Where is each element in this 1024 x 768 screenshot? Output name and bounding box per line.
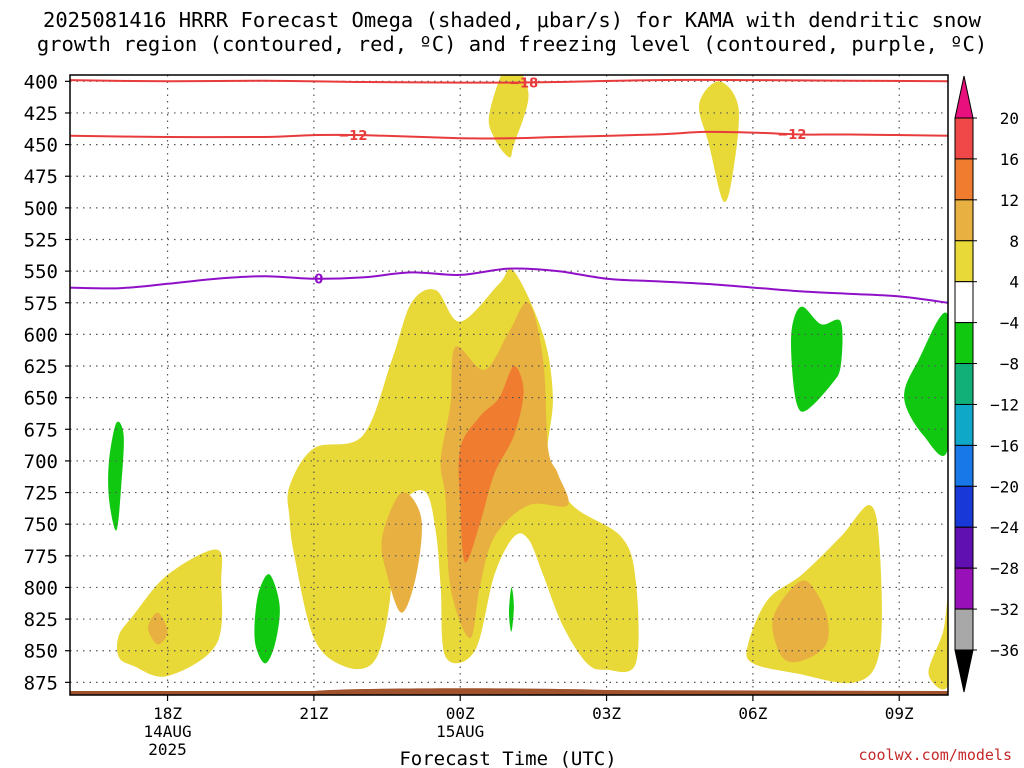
chart-title-line-2: growth region (contoured, red, ºC) and f… — [36, 32, 988, 56]
colorbar-swatch — [954, 526, 974, 569]
y-tick-label: 625 — [24, 356, 58, 378]
colorbar-swatch — [954, 444, 974, 487]
contour-line-2 — [70, 267, 948, 304]
colorbar-label: 8 — [1009, 232, 1019, 251]
x-tick-label: 06Z — [738, 704, 767, 723]
terrain-strip — [70, 688, 948, 695]
y-tick-label: 425 — [24, 103, 58, 125]
y-tick-label: 600 — [24, 324, 58, 346]
x-tick-label: 03Z — [592, 704, 621, 723]
omega-region-neg4-3 — [790, 306, 843, 412]
colorbar-label: −32 — [990, 600, 1019, 619]
colorbar-swatch — [954, 117, 974, 160]
contour-label: 0 — [314, 273, 323, 288]
y-tick-label: 700 — [24, 451, 58, 473]
omega-region-8-9 — [772, 580, 829, 663]
omega-region-8-8 — [148, 612, 168, 645]
y-tick-label: 550 — [24, 261, 58, 283]
x-tick-label: 18Z — [153, 704, 182, 723]
contour-label: −18 — [509, 76, 538, 91]
omega-region-neg4-0 — [108, 421, 124, 531]
contour-line-1 — [70, 130, 948, 140]
contour-label: −12 — [338, 129, 367, 144]
y-axis-labels: 400 425 450 475 500 525 550 575 600 625 650 675 700 7… — [24, 71, 70, 694]
omega-region-12-10 — [458, 365, 524, 563]
y-tick-label: 450 — [24, 135, 58, 157]
x-tick-label: 09Z — [885, 704, 914, 723]
colorbar-bottom-arrow — [954, 649, 974, 693]
colorbar-label: 12 — [1000, 191, 1019, 210]
colorbar-swatch — [954, 485, 974, 528]
omega-region-4-3 — [698, 81, 739, 203]
y-tick-label: 725 — [24, 483, 58, 505]
omega-region-4-5 — [928, 598, 948, 690]
x-tick-sublabel: 15AUG — [436, 722, 484, 741]
colorbar-swatch — [954, 403, 974, 446]
terrain-fill — [70, 688, 948, 695]
y-tick-label: 800 — [24, 577, 58, 599]
colorbar-swatch — [954, 199, 974, 242]
contour-lines: −18 −12 −12 0 — [70, 76, 948, 304]
colorbar-label: −24 — [990, 518, 1019, 537]
colorbar-swatch — [954, 608, 974, 651]
y-tick-label: 775 — [24, 546, 58, 568]
colorbar-label: −4 — [1000, 314, 1019, 333]
omega-region-neg4-1 — [254, 574, 280, 664]
omega-region-8-7 — [440, 302, 569, 639]
y-tick-label: 850 — [24, 641, 58, 663]
colorbar-label: −12 — [990, 395, 1019, 414]
colorbar-label: −16 — [990, 436, 1019, 455]
omega-shading — [108, 75, 948, 690]
colorbar-label: −28 — [990, 559, 1019, 578]
y-tick-label: 875 — [24, 672, 58, 694]
colorbar-swatch — [954, 281, 974, 324]
colorbar-swatch — [954, 240, 974, 283]
chart-title: 2025081416 HRRR Forecast Omega (shaded, … — [0, 8, 1024, 56]
omega-region-neg4-2 — [509, 587, 514, 632]
y-tick-label: 650 — [24, 388, 58, 410]
x-tick-label: 00Z — [446, 704, 475, 723]
x-tick-sublabel: 14AUG — [143, 722, 191, 741]
colorbar-label: 16 — [1000, 150, 1019, 169]
omega-region-4-2 — [488, 75, 529, 158]
colorbar-swatch — [954, 567, 974, 610]
y-tick-label: 500 — [24, 198, 58, 220]
colorbar: 20 16 12 8 4 −4 −8 −12 −16 −20 −24 −28 −32 −36 — [954, 75, 1019, 693]
x-tick-sublabel: 2025 — [148, 740, 187, 759]
contour-label: −12 — [777, 128, 806, 143]
y-tick-label: 750 — [24, 514, 58, 536]
colorbar-swatch — [954, 158, 974, 201]
colorbar-swatch — [954, 322, 974, 365]
contour-line-0 — [70, 78, 948, 84]
x-tick-label: 21Z — [299, 704, 328, 723]
colorbar-label: −8 — [1000, 355, 1019, 374]
y-tick-label: 575 — [24, 293, 58, 315]
plot-frame — [69, 74, 949, 696]
y-tick-label: 825 — [24, 609, 58, 631]
y-tick-label: 675 — [24, 419, 58, 441]
colorbar-swatch — [954, 363, 974, 405]
colorbar-label: −36 — [990, 641, 1019, 660]
colorbar-label: 20 — [1000, 109, 1019, 128]
omega-region-neg4-4 — [904, 312, 948, 456]
y-tick-label: 525 — [24, 229, 58, 251]
omega-region-4-0 — [116, 549, 223, 677]
plot-border — [69, 74, 949, 696]
y-tick-label: 475 — [24, 166, 58, 188]
colorbar-label: 4 — [1009, 273, 1019, 292]
colorbar-label: −20 — [990, 477, 1019, 496]
y-tick-label: 400 — [24, 71, 58, 93]
colorbar-top-arrow — [954, 75, 974, 119]
omega-region-8-6 — [381, 492, 422, 613]
credit-text: coolwx.com/models — [858, 746, 1012, 764]
x-axis-title: Forecast Time (UTC) — [399, 748, 616, 768]
chart-title-line-1: 2025081416 HRRR Forecast Omega (shaded, … — [43, 8, 981, 32]
